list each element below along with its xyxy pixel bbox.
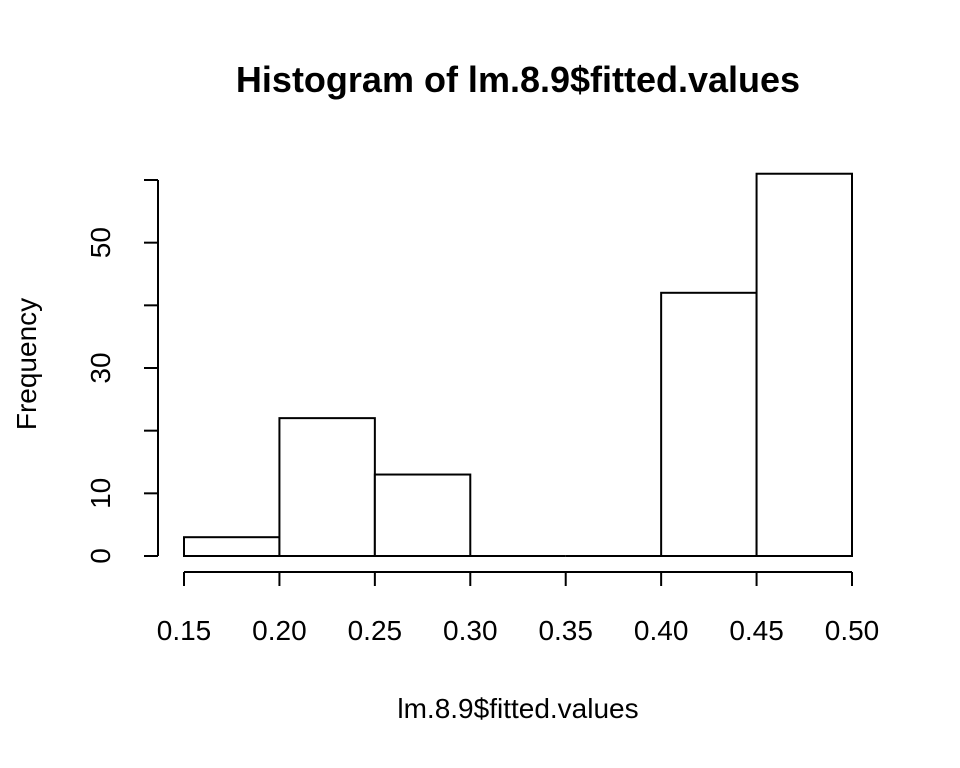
y-ticks-group: 0 10 30 50: [85, 179, 158, 564]
chart-title: Histogram of lm.8.9$fitted.values: [236, 59, 800, 100]
y-tick-label: 0: [85, 548, 116, 564]
x-axis-label: lm.8.9$fitted.values: [397, 693, 638, 724]
x-tick-label: 0.45: [729, 615, 784, 646]
x-tick-label: 0.40: [634, 615, 689, 646]
x-ticks-group: 0.15 0.20 0.25 0.30 0.35 0.40 0.45 0.50: [157, 572, 880, 646]
histogram-bar-6: [755, 172, 853, 557]
histogram-bar-0: [183, 536, 281, 558]
histogram-bar-2: [373, 473, 472, 557]
y-axis-label: Frequency: [11, 298, 42, 430]
x-tick-label: 0.20: [252, 615, 307, 646]
histogram-bar-5: [660, 291, 758, 557]
y-tick-label: 10: [85, 478, 116, 509]
x-tick-label: 0.50: [825, 615, 880, 646]
histogram-bar-1: [278, 417, 376, 557]
bars-group: [183, 172, 853, 558]
y-tick-label: 50: [85, 227, 116, 258]
x-tick-label: 0.25: [348, 615, 403, 646]
x-tick-label: 0.35: [538, 615, 593, 646]
x-tick-label: 0.15: [157, 615, 212, 646]
x-tick-label: 0.30: [443, 615, 498, 646]
y-tick-label: 30: [85, 352, 116, 383]
